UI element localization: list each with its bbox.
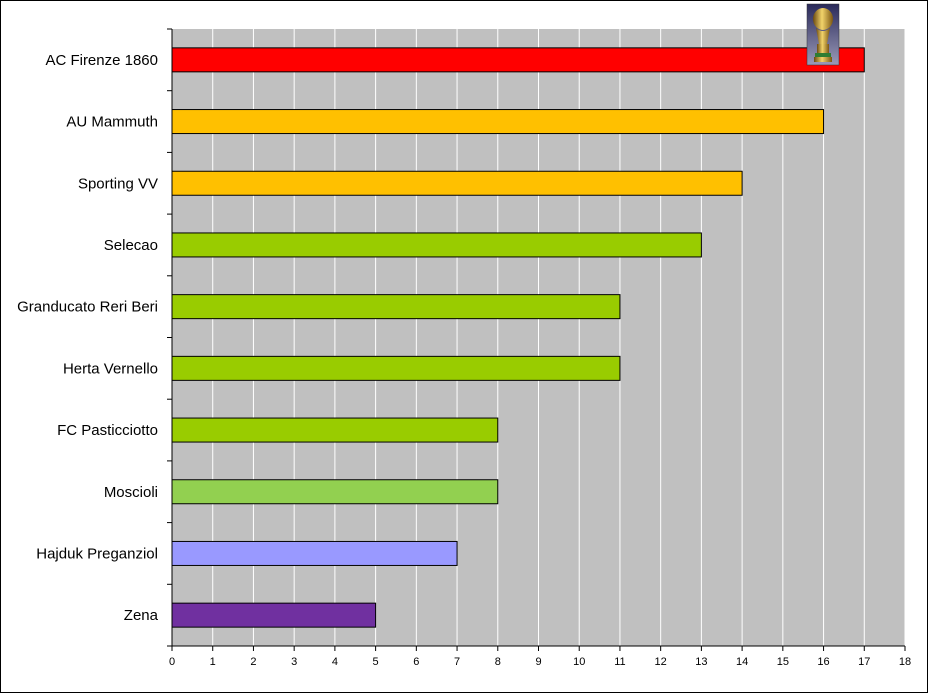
x-tick-label: 7 [454,656,460,668]
x-tick-label: 5 [373,656,379,668]
x-tick-label: 2 [250,656,256,668]
category-label: FC Pasticciotto [57,422,158,439]
bar [171,170,743,196]
bar [171,355,621,381]
trophy-icon [806,3,840,66]
x-tick-label: 15 [777,656,789,668]
x-tick-label: 9 [535,656,541,668]
x-tick-label: 0 [169,656,175,668]
tick-labels: 0 1 2 3 4 5 6 7 8 9 10 11 12 13 14 15 16 17 18 [169,656,911,668]
bar [171,417,499,443]
category-label: Moscioli [104,484,158,501]
category-label: Selecao [104,237,158,254]
category-labels: AC Firenze 1860 AU Mammuth Sporting VV Sele… [17,52,159,624]
bar [171,232,702,258]
x-tick-label: 6 [413,656,419,668]
x-tick-label: 4 [332,656,338,668]
x-tick-label: 14 [736,656,748,668]
category-label: Sporting VV [78,175,158,192]
bar [171,602,377,628]
bars [171,47,865,628]
bar [171,294,621,320]
category-label: Hajduk Preganziol [36,545,158,562]
x-tick-label: 16 [817,656,829,668]
bar [171,479,499,505]
x-tick-label: 1 [210,656,216,668]
category-label: AC Firenze 1860 [45,52,158,69]
x-tick-label: 17 [858,656,870,668]
category-label: Zena [124,607,159,624]
bar [171,47,865,73]
bar [171,540,458,566]
axes [167,28,906,651]
category-label: Granducato Reri Beri [17,299,158,316]
x-tick-label: 10 [573,656,585,668]
x-tick-label: 11 [614,656,625,668]
category-label: AU Mammuth [66,114,158,131]
x-tick-label: 12 [655,656,667,668]
category-label: Herta Vernello [63,360,158,377]
x-tick-label: 3 [291,656,297,668]
x-tick-label: 8 [495,656,501,668]
x-tick-label: 13 [695,656,707,668]
bar [171,109,825,135]
x-tick-label: 18 [899,656,911,668]
